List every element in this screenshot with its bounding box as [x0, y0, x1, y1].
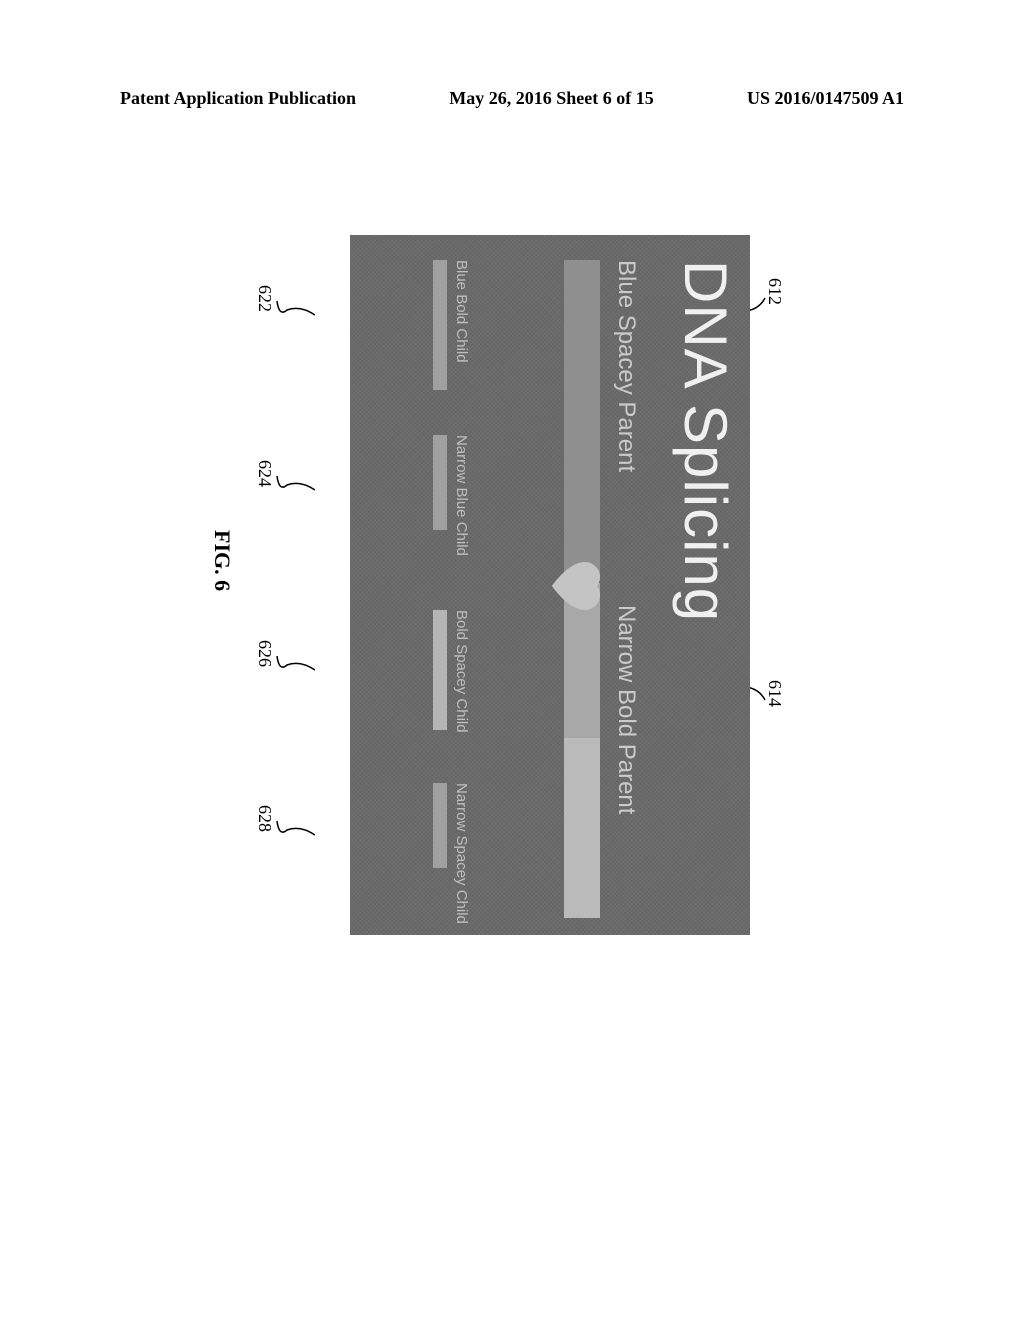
rotated-figure-wrap: 612 614 DNA Splicing Blue Spacey Parent …	[190, 200, 830, 970]
ref-628: 628	[254, 805, 275, 832]
leader-line-icon	[275, 815, 315, 855]
child-2-label: Narrow Blue Child	[453, 435, 470, 595]
header-left: Patent Application Publication	[120, 88, 356, 109]
ref-614: 614	[764, 680, 785, 707]
ref-626: 626	[254, 640, 275, 667]
ref-614-num: 614	[765, 680, 785, 707]
panel-title: DNA Splicing	[671, 260, 740, 622]
header-center: May 26, 2016 Sheet 6 of 15	[449, 88, 653, 109]
narrow-bold-parent-label: Narrow Bold Parent	[612, 605, 640, 814]
child-3: Bold Spacey Child	[433, 610, 470, 770]
heart-icon	[543, 550, 615, 622]
blue-spacey-parent-label: Blue Spacey Parent	[612, 260, 640, 472]
child-4-label: Narrow Spacey Child	[453, 783, 470, 943]
leader-line-icon	[275, 650, 315, 690]
figure-6: 612 614 DNA Splicing Blue Spacey Parent …	[190, 200, 830, 970]
child-2: Narrow Blue Child	[433, 435, 470, 595]
leader-line-icon	[275, 470, 315, 510]
parent-left-bar	[564, 260, 600, 580]
leader-line-icon	[275, 295, 315, 335]
child-4: Narrow Spacey Child	[433, 783, 470, 943]
ref-612-num: 612	[765, 278, 785, 305]
child-1: Blue Bold Child	[433, 260, 470, 420]
ref-622: 622	[254, 285, 275, 312]
parent-right-bar-b	[564, 738, 600, 918]
header-right: US 2016/0147509 A1	[747, 88, 904, 109]
child-3-label: Bold Spacey Child	[453, 610, 470, 770]
child-2-bar	[433, 435, 447, 530]
child-4-bar	[433, 783, 447, 868]
dna-splicing-panel: DNA Splicing Blue Spacey Parent Narrow B…	[350, 235, 750, 935]
child-1-label: Blue Bold Child	[453, 260, 470, 420]
ref-612: 612	[764, 278, 785, 305]
child-3-bar	[433, 610, 447, 730]
ref-624: 624	[254, 460, 275, 487]
page-header: Patent Application Publication May 26, 2…	[120, 88, 904, 109]
figure-label: FIG. 6	[209, 530, 235, 591]
child-1-bar	[433, 260, 447, 390]
